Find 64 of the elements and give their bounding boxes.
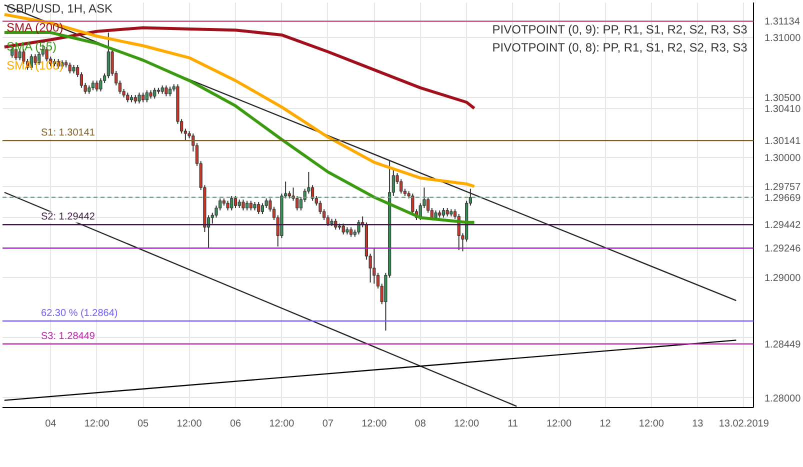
line-series <box>2 13 476 188</box>
y-tick-label: 1.29442 <box>764 220 802 232</box>
candlestick <box>342 223 345 235</box>
y-tick-label: 1.29000 <box>764 273 802 284</box>
x-tick-label: 12:00 <box>362 418 388 430</box>
x-tick-label: 12:00 <box>269 418 295 430</box>
candlestick <box>230 195 234 211</box>
candlestick <box>326 214 330 227</box>
ref-line-label: 62.30 % (1.2864) <box>41 308 118 319</box>
candlestick <box>142 92 145 103</box>
candlestick <box>349 226 353 238</box>
candlestick <box>138 92 141 104</box>
x-tick-label: 13.02.2019 <box>718 418 770 430</box>
candlestick <box>260 202 264 215</box>
candlestick <box>242 199 245 211</box>
y-tick-label: 1.29757 <box>764 182 802 194</box>
x-tick-label: 08 <box>414 418 426 430</box>
candlestick <box>249 200 252 211</box>
candlestick <box>164 84 168 97</box>
candlestick <box>357 220 360 235</box>
x-tick-label: 11 <box>508 418 518 430</box>
candlestick <box>68 62 72 74</box>
candlestick <box>126 92 130 103</box>
y-tick-label: 1.28449 <box>764 339 802 350</box>
annotation: PIVOTPOINT (0, 9): PP, R1, S1, R2, S2, R3, S3 <box>492 22 748 36</box>
ref-line-label: S2: 1.29442 <box>41 212 96 223</box>
candlestick <box>95 80 98 92</box>
x-tick-label: 12:00 <box>546 418 572 430</box>
candlestick <box>246 200 249 211</box>
candlestick <box>168 86 172 97</box>
y-tick-label: 1.31134 <box>764 16 800 28</box>
y-tick-label: 1.30500 <box>764 92 802 104</box>
x-tick-label: 12:00 <box>638 418 664 430</box>
y-tick-label: 1.29669 <box>764 192 802 204</box>
y-tick-label: 1.30141 <box>764 136 802 148</box>
candlestick <box>234 195 238 209</box>
candlestick <box>91 80 95 91</box>
y-tick-label: 1.30000 <box>764 153 802 164</box>
candlestick <box>145 90 148 103</box>
candlestick <box>442 208 446 218</box>
y-tick-label: 1.31000 <box>764 32 802 44</box>
x-tick-label: 12:00 <box>454 418 480 430</box>
series-label: SMA (200) <box>6 20 64 34</box>
candlestick <box>426 196 430 214</box>
annotation: PIVOTPOINT (0, 8): PP, R1, S1, R2, S2, R3, S3 <box>492 40 748 54</box>
ref-line-label: S3: 1.28449 <box>41 330 96 342</box>
candlestick <box>257 201 260 215</box>
candlestick <box>153 87 156 100</box>
y-tick-label: 1.30410 <box>764 104 802 115</box>
x-tick-label: 12 <box>600 418 612 430</box>
y-tick-label: 1.29246 <box>764 244 802 255</box>
candlestick <box>411 193 414 215</box>
x-tick-label: 13 <box>692 418 704 430</box>
candlestick <box>226 200 230 211</box>
y-tick-label: 1.28000 <box>764 393 802 404</box>
x-tick-label: 07 <box>322 418 334 430</box>
candlestick <box>99 78 102 92</box>
x-tick-label: 05 <box>138 418 150 430</box>
candlestick <box>372 247 376 284</box>
x-tick-label: 04 <box>45 418 57 430</box>
x-tick-label: 12:00 <box>176 418 202 430</box>
x-tick-label: 06 <box>230 418 242 430</box>
x-tick-label: 12:00 <box>84 418 110 430</box>
ref-line-label: S1: 1.30141 <box>41 128 96 139</box>
